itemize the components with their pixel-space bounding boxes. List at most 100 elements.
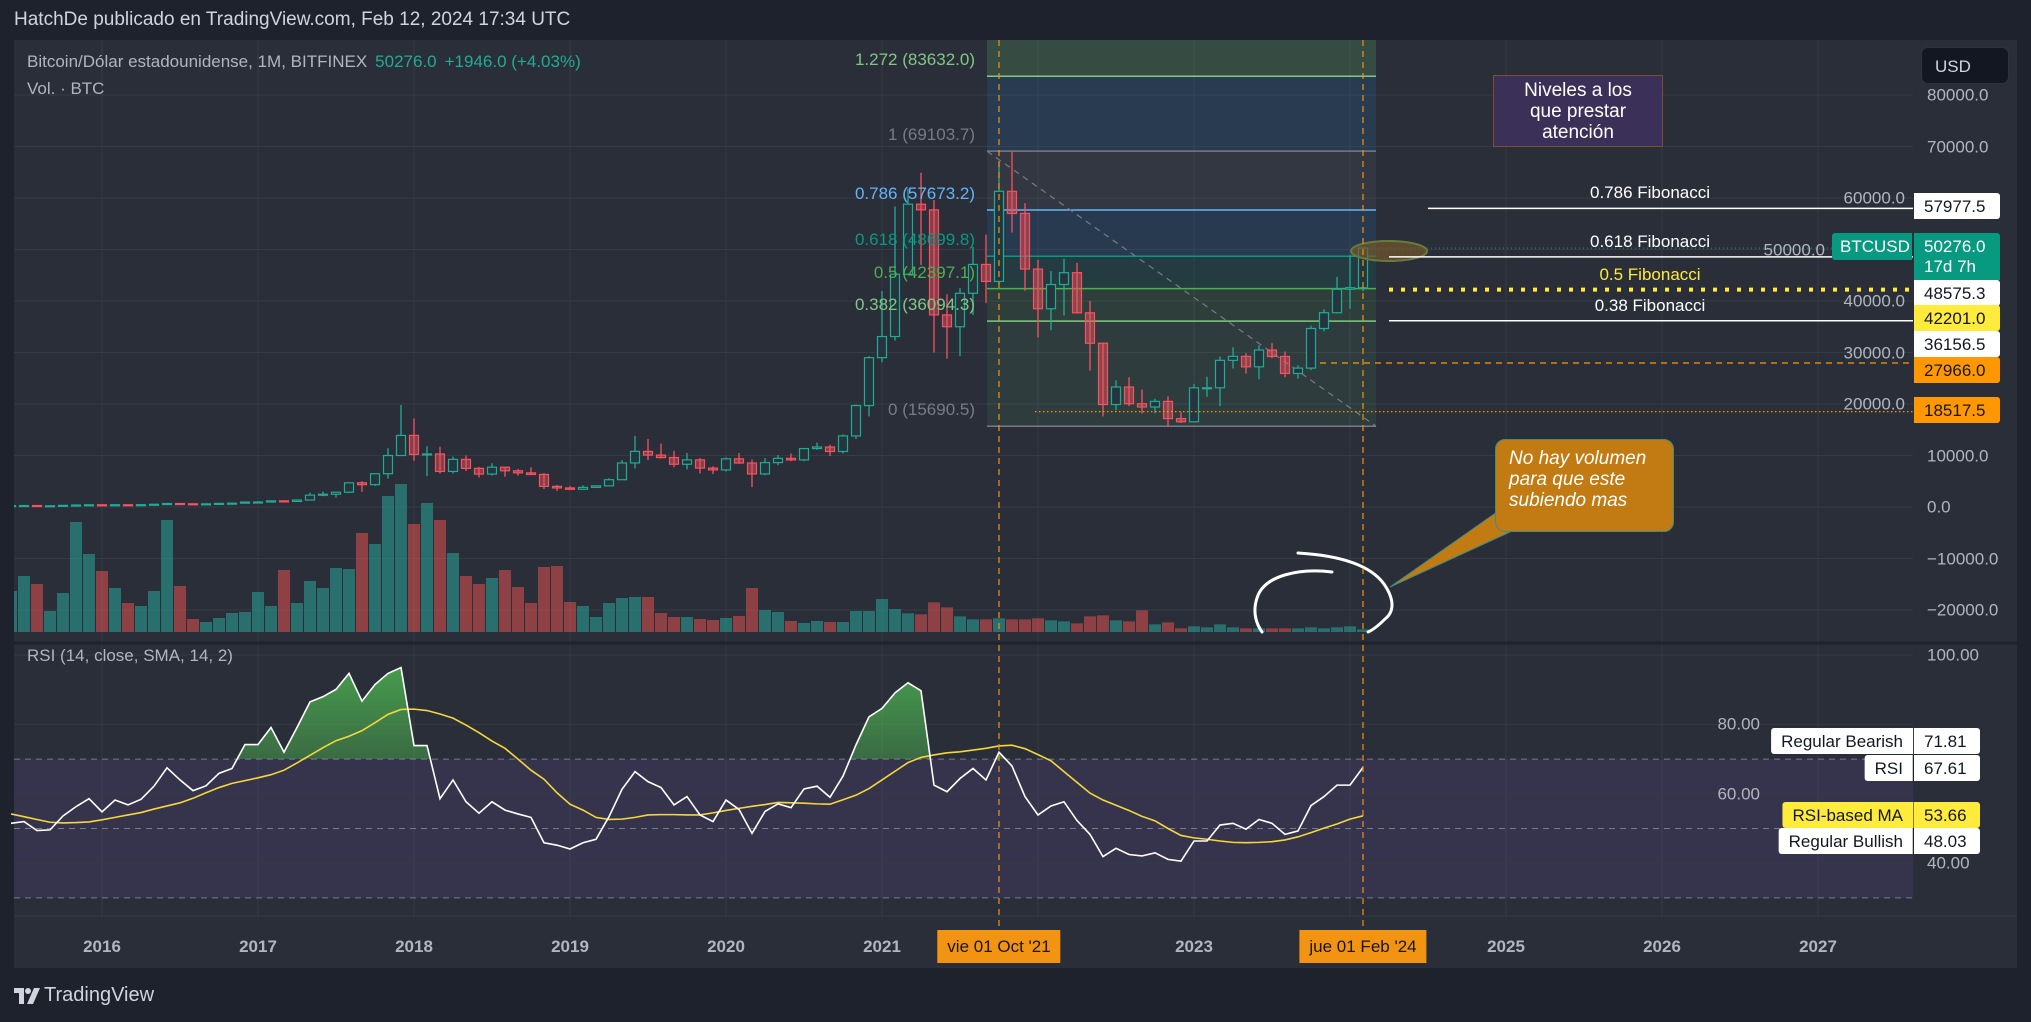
- handdrawn-circle-stroke[interactable]: [1253, 569, 1334, 634]
- rsi-value-regular-bearish: 71.81: [1914, 728, 1980, 754]
- volume-bar: [96, 571, 108, 632]
- price-tick-label: −10000.0: [1927, 549, 1999, 568]
- annotations[interactable]: [998, 40, 1913, 930]
- volume-bar: [1110, 620, 1122, 632]
- volume-bar: [642, 597, 654, 632]
- candle-body: [525, 472, 537, 476]
- volume-bar: [1214, 624, 1226, 632]
- volume-bar: [18, 576, 30, 632]
- volume-bar: [252, 592, 264, 632]
- candle-body: [343, 482, 355, 493]
- price-tick-label: 70000.0: [1927, 137, 1989, 156]
- price-label-05: 42201.0: [1914, 305, 2000, 331]
- volume-bar: [434, 520, 446, 632]
- candle-body: [993, 190, 1005, 283]
- candle-body: [278, 500, 290, 503]
- volume-legend[interactable]: Vol. · BTC: [27, 79, 105, 98]
- fib-level-label: 0.618 (48699.8): [854, 230, 975, 250]
- volume-bar: [1149, 624, 1161, 632]
- tradingview-footer[interactable]: TradingView: [14, 984, 154, 1007]
- fibonacci-retracement[interactable]: [986, 40, 1377, 427]
- candle-body: [434, 453, 446, 473]
- candle-body: [1058, 272, 1070, 286]
- volume-bar: [1084, 616, 1096, 632]
- rsi-legend[interactable]: RSI (14, close, SMA, 14, 2): [27, 646, 233, 665]
- fib-level-label: 1.272 (83632.0): [854, 50, 975, 70]
- candle-body: [187, 503, 199, 506]
- fib-level-label: 1 (69103.7): [888, 125, 975, 145]
- volume-bar: [551, 566, 563, 632]
- candle-body: [889, 273, 901, 338]
- volume-bar: [70, 522, 82, 632]
- volume-bar: [785, 621, 797, 632]
- fib-band: [987, 76, 1376, 152]
- price-label-horizontal-dashed: 27966.0: [1914, 357, 2000, 383]
- candlesticks: [14, 151, 1369, 508]
- price-tick-label: 20000.0: [1843, 394, 1905, 414]
- currency-button[interactable]: USD: [1921, 47, 2009, 84]
- candle-body: [746, 462, 758, 475]
- volume-bar: [1032, 618, 1044, 632]
- symbol-price-tag: BTCUSD: [1832, 233, 1912, 260]
- candle-body: [1227, 355, 1239, 361]
- candle-body: [200, 503, 212, 506]
- candle-body: [1292, 367, 1304, 375]
- volume-bar: [863, 611, 875, 632]
- rsi-label-ma: RSI-based MA: [1782, 802, 1914, 828]
- volume-bar: [902, 613, 914, 632]
- candle-body: [1344, 287, 1356, 290]
- candle-body: [798, 447, 810, 461]
- volume-bar: [681, 617, 693, 632]
- callout-pointer[interactable]: [1389, 511, 1513, 588]
- candle-body: [421, 453, 433, 456]
- volume-bar: [837, 622, 849, 632]
- candle-body: [590, 485, 602, 488]
- levels-note-box[interactable]: Niveles a los que prestar atención: [1493, 75, 1663, 147]
- symbol-legend[interactable]: Bitcoin/Dólar estadounidense, 1M, BITFIN…: [27, 52, 581, 72]
- volume-callout[interactable]: No hay volumen para que este subiendo ma…: [1495, 439, 1674, 532]
- volume-bar: [798, 623, 810, 632]
- volume-bar: [811, 621, 823, 632]
- candle-body: [14, 505, 17, 508]
- volume-bar: [265, 606, 277, 632]
- volume-bar: [616, 598, 628, 632]
- chart-panel[interactable]: [14, 40, 2017, 968]
- candle-body: [109, 504, 121, 507]
- volume-bar: [720, 618, 732, 632]
- volume-bar: [473, 584, 485, 632]
- candle-body: [1214, 359, 1226, 389]
- volume-bar: [707, 620, 719, 632]
- volume-bar: [278, 570, 290, 632]
- volume-bar: [759, 610, 771, 632]
- fib-annotation-text: 0.618 Fibonacci: [1589, 231, 1711, 251]
- publisher-caption: HatchDe publicado en TradingView.com, Fe…: [14, 9, 571, 30]
- candle-body: [681, 459, 693, 465]
- volume-bar: [772, 612, 784, 632]
- candle-body: [460, 458, 472, 469]
- volume-bar: [577, 606, 589, 632]
- rsi-pane: [10, 654, 1913, 899]
- volume-bar: [850, 611, 862, 632]
- volume-bar: [1045, 620, 1057, 632]
- candle-body: [1201, 387, 1213, 390]
- volume-bar: [1357, 629, 1369, 632]
- candle-body: [499, 466, 511, 472]
- rsi-ma-line: [10, 708, 1364, 844]
- rsi-label-regular-bullish: Regular Bullish: [1778, 828, 1914, 854]
- candle-body: [811, 446, 823, 450]
- price-tick-label: 10000.0: [1927, 446, 1989, 465]
- fib-band: [987, 151, 1376, 210]
- volume-bar: [460, 576, 472, 632]
- volume-bar: [14, 591, 17, 632]
- candle-body: [668, 456, 680, 465]
- candle-body: [1266, 349, 1278, 358]
- candle-body: [1123, 386, 1135, 405]
- handdrawn-circle-stroke[interactable]: [1296, 551, 1394, 634]
- price-tick-label: 0.0: [1927, 497, 1951, 517]
- price-tick-label: 80000.0: [1927, 85, 1989, 105]
- candle-body: [1019, 212, 1031, 270]
- candle-body: [694, 459, 706, 469]
- volume-bar: [330, 568, 342, 632]
- candle-body: [226, 502, 238, 505]
